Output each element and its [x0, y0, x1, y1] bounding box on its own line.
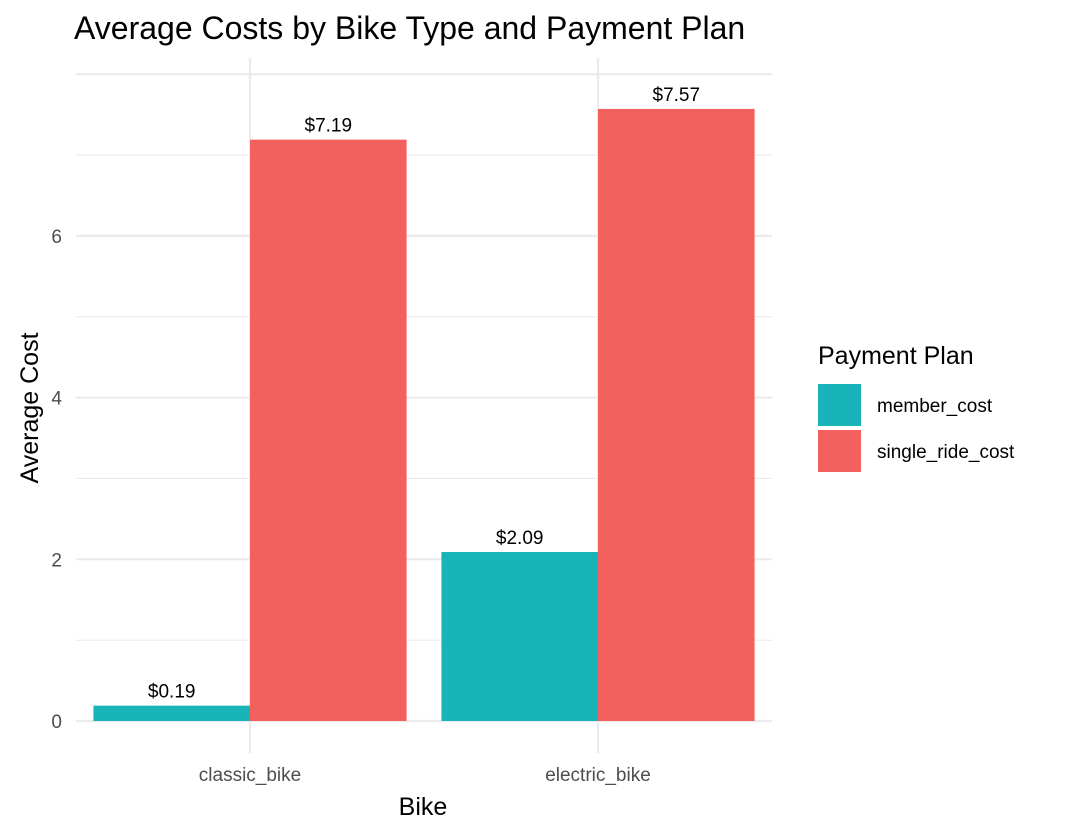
y-axis-ticks: 0 2 4 6: [51, 227, 62, 733]
data-label-classic_bike-single_ride_cost: $7.19: [305, 116, 353, 137]
data-label-electric_bike-single_ride_cost: $7.57: [653, 85, 701, 106]
y-tick-label: 0: [51, 712, 62, 733]
bar-electric_bike-single_ride_cost: [598, 108, 755, 721]
y-tick-label: 4: [51, 389, 62, 410]
y-tick-label: 2: [51, 550, 62, 571]
x-tick-label: electric_bike: [545, 765, 651, 786]
x-axis-title: Bike: [399, 793, 448, 821]
legend: Payment Plan member_cost single_ride_cost: [818, 342, 1015, 472]
legend-label-single_ride_cost: single_ride_cost: [877, 442, 1015, 463]
bar-classic_bike-single_ride_cost: [250, 139, 407, 721]
bar-electric_bike-member_cost: [441, 552, 598, 721]
legend-swatch-single_ride_cost: [818, 430, 861, 472]
legend-items: member_cost single_ride_cost: [818, 384, 1015, 472]
chart-title: Average Costs by Bike Type and Payment P…: [74, 10, 745, 46]
x-tick-label: classic_bike: [199, 765, 301, 786]
data-labels: $0.19 $2.09 $7.19 $7.57: [148, 85, 700, 703]
y-tick-label: 6: [51, 227, 62, 248]
bar-classic_bike-member_cost: [93, 705, 251, 721]
y-axis-title: Average Cost: [16, 332, 44, 483]
bars: [93, 108, 755, 721]
data-label-classic_bike-member_cost: $0.19: [148, 682, 196, 703]
legend-label-member_cost: member_cost: [877, 396, 993, 417]
legend-title: Payment Plan: [818, 342, 974, 370]
x-axis-ticks: classic_bike electric_bike: [199, 765, 651, 786]
legend-swatch-member_cost: [818, 384, 861, 426]
data-label-electric_bike-member_cost: $2.09: [496, 528, 544, 549]
